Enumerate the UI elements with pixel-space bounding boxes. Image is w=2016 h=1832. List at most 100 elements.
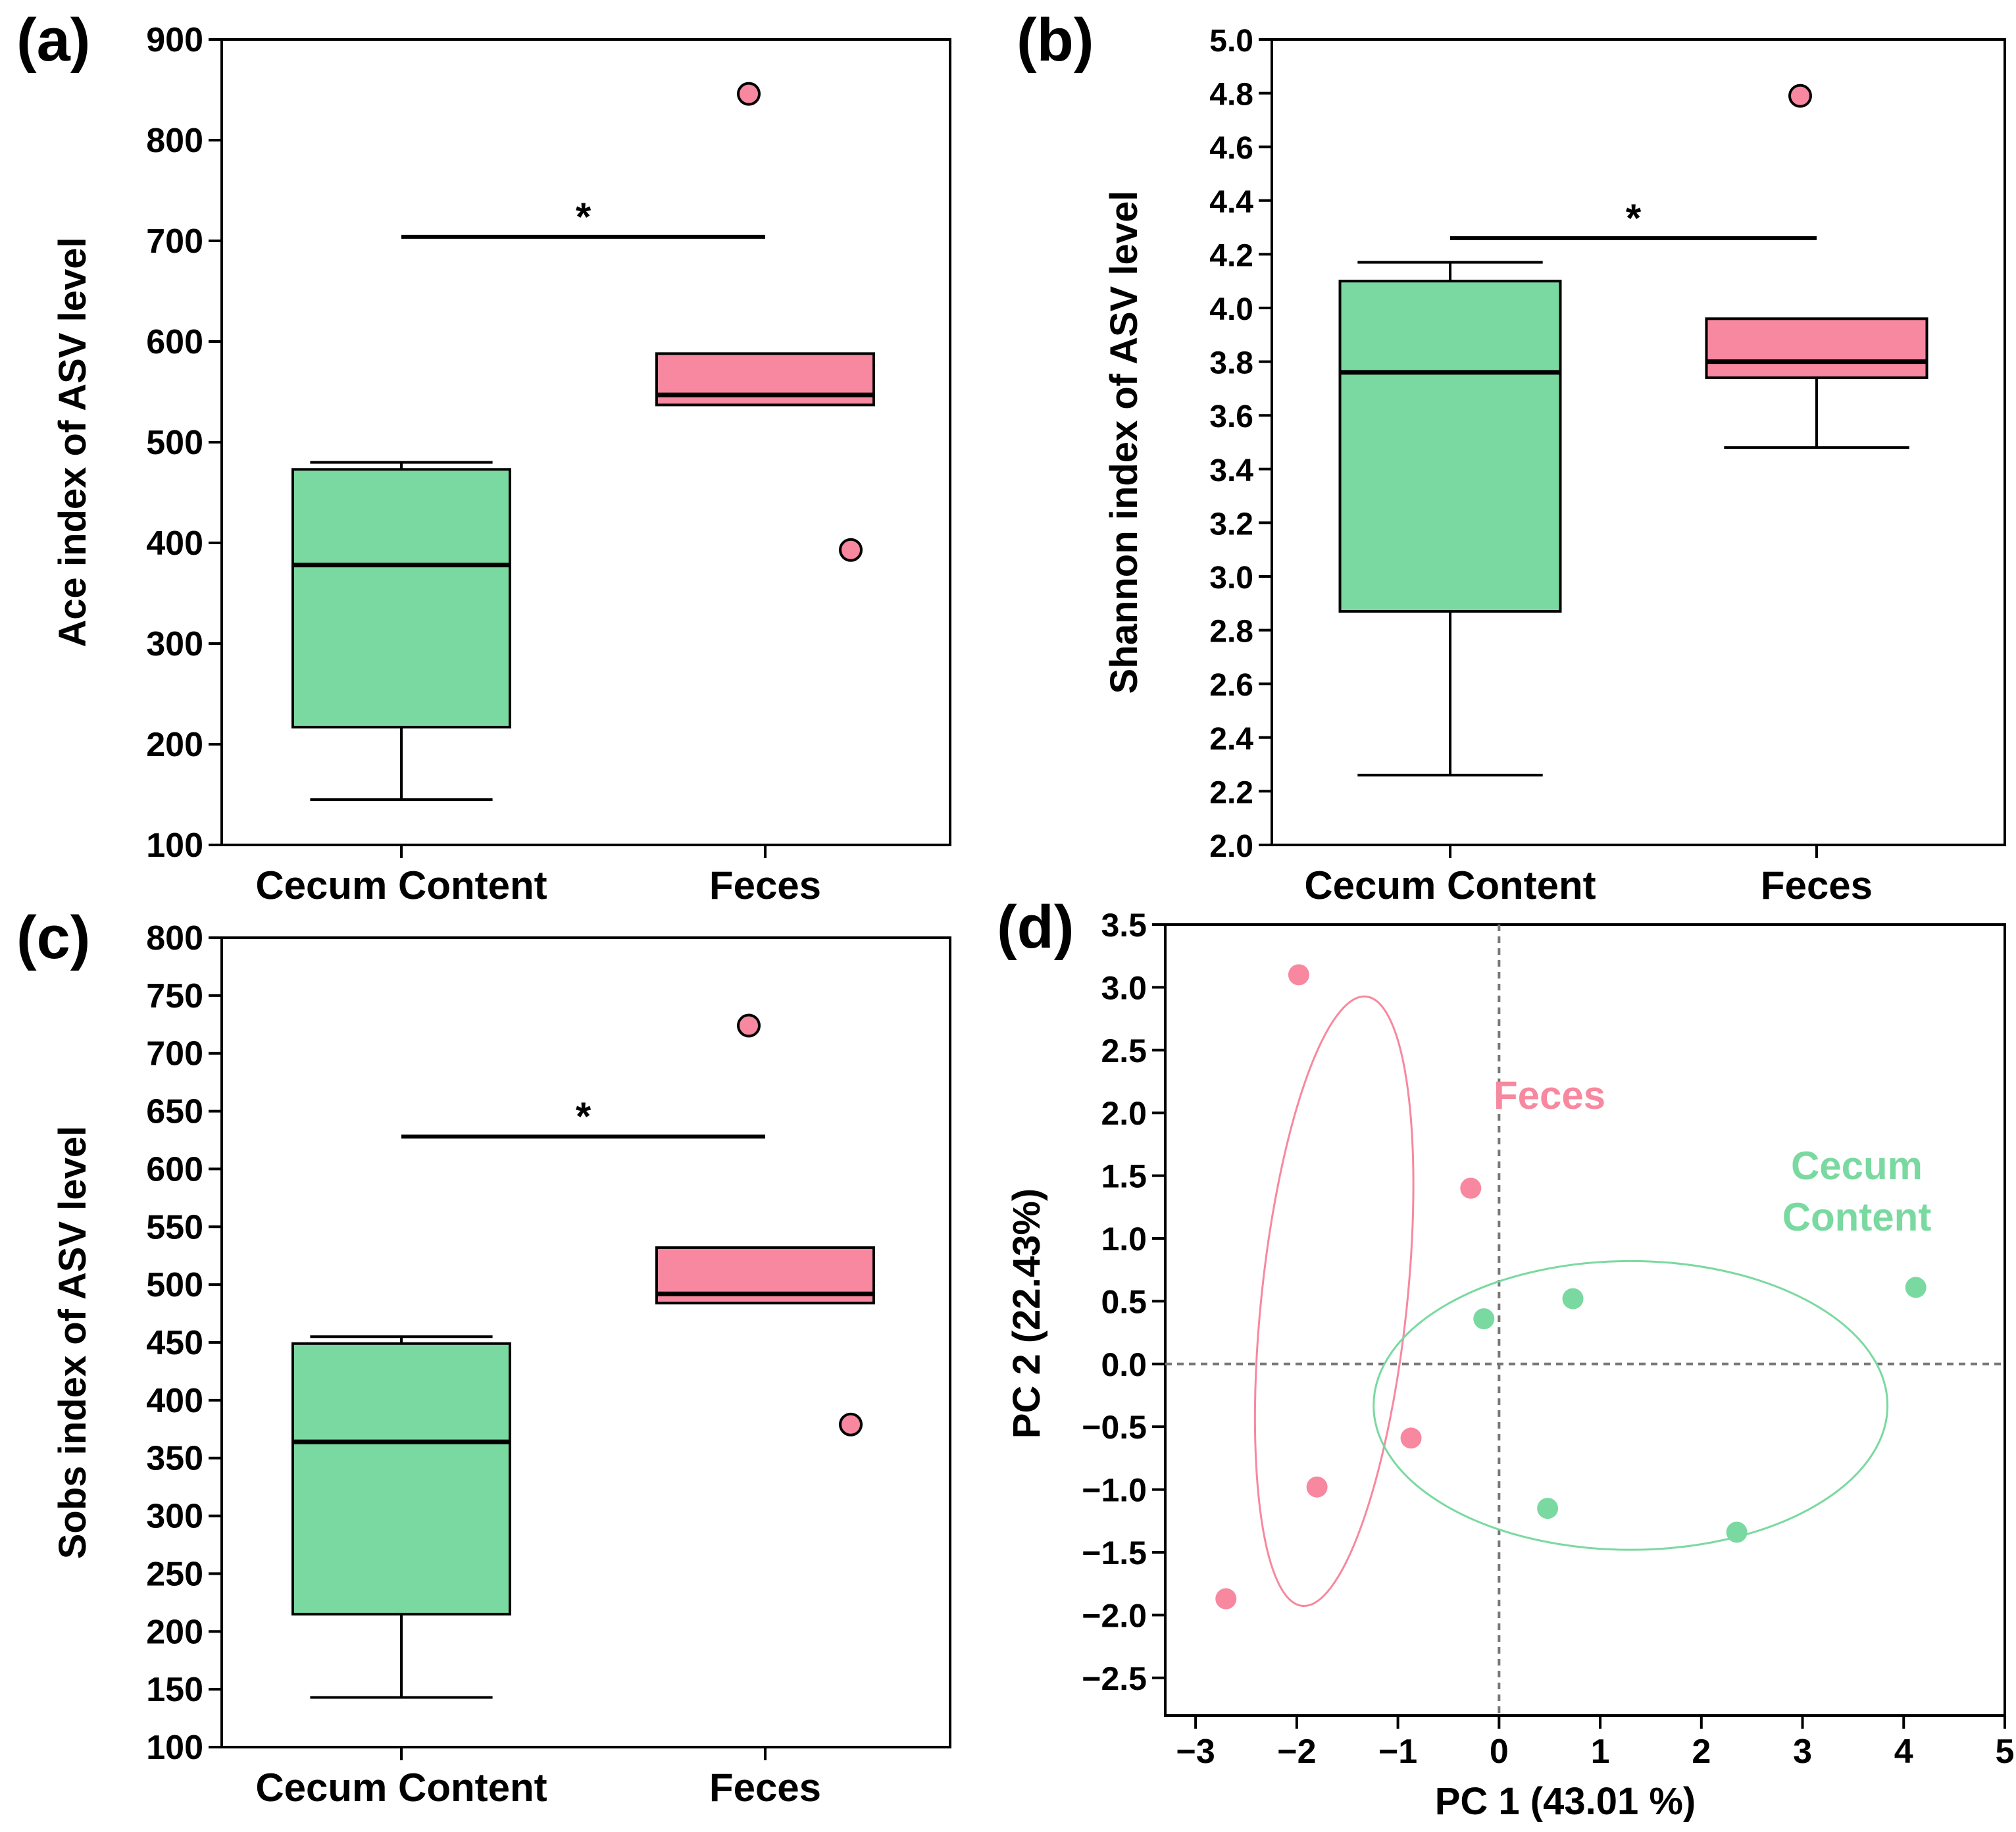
scatter-point-cecum bbox=[1905, 1277, 1927, 1298]
y-tick-label: 2.2 bbox=[1209, 775, 1253, 810]
x-axis-label: PC 1 (43.01 %) bbox=[1435, 1780, 1696, 1823]
x-category-label: Cecum Content bbox=[255, 1766, 547, 1810]
significance-star: * bbox=[576, 1094, 592, 1138]
y-tick-label: −0.5 bbox=[1082, 1409, 1147, 1446]
group-label-cecum-line2: Content bbox=[1782, 1195, 1932, 1239]
y-tick-label: 400 bbox=[146, 1382, 203, 1420]
scatter-point-cecum bbox=[1537, 1498, 1559, 1519]
scatter-point-feces bbox=[1306, 1476, 1328, 1498]
y-tick-label: 800 bbox=[146, 919, 203, 957]
scatter-point-feces bbox=[1288, 964, 1309, 986]
y-tick-label: 650 bbox=[146, 1093, 203, 1131]
y-tick-label: 100 bbox=[146, 827, 203, 865]
scatter-point-feces bbox=[1215, 1588, 1237, 1610]
y-tick-label: 4.8 bbox=[1209, 78, 1253, 113]
y-tick-label: 2.5 bbox=[1101, 1032, 1147, 1069]
x-category-label: Feces bbox=[1761, 863, 1873, 907]
group-label-feces: Feces bbox=[1494, 1073, 1605, 1117]
group-label-cecum-line1: Cecum bbox=[1791, 1144, 1923, 1188]
y-axis-label: Ace index of ASV level bbox=[51, 237, 94, 647]
outlier-point bbox=[839, 1412, 863, 1437]
y-tick-label: 3.2 bbox=[1209, 507, 1253, 542]
y-tick-label: −2.5 bbox=[1082, 1660, 1147, 1697]
box-cecum bbox=[1338, 280, 1562, 613]
x-tick-label: 2 bbox=[1692, 1733, 1711, 1771]
panel-d: −3 −2 −1 0 1 2 3 4 5 −2.5 −2.0 −1.5 −1.0 −0.5 0.0 0.5 1.… bbox=[997, 894, 2014, 1823]
y-tick-label: 300 bbox=[146, 625, 203, 663]
y-tick-label: 150 bbox=[146, 1671, 203, 1709]
y-tick-label: 4.2 bbox=[1209, 238, 1253, 273]
x-category-label: Cecum Content bbox=[1304, 863, 1596, 907]
y-tick-label: 500 bbox=[146, 424, 203, 462]
y-tick-label: 0.5 bbox=[1101, 1283, 1147, 1320]
scatter-point-cecum bbox=[1473, 1308, 1495, 1330]
panel-label: (a) bbox=[16, 7, 90, 74]
y-tick-label: 0.0 bbox=[1101, 1346, 1147, 1383]
x-tick-label: 1 bbox=[1591, 1733, 1610, 1771]
y-tick-label: 500 bbox=[146, 1266, 203, 1304]
y-tick-label: 700 bbox=[146, 1035, 203, 1073]
y-tick-label: 4.4 bbox=[1209, 185, 1253, 220]
y-tick-label: 2.0 bbox=[1101, 1095, 1147, 1132]
y-tick-label: −1.5 bbox=[1082, 1535, 1147, 1571]
confidence-ellipse-feces bbox=[1253, 995, 1415, 1608]
y-tick-label: 800 bbox=[146, 122, 203, 160]
y-tick-label: 3.6 bbox=[1209, 399, 1253, 434]
scatter-point-feces bbox=[1460, 1177, 1482, 1199]
y-tick-label: 550 bbox=[146, 1208, 203, 1246]
box-cecum bbox=[291, 468, 511, 728]
y-tick-label: −2.0 bbox=[1082, 1597, 1147, 1634]
y-tick-label: 5.0 bbox=[1209, 24, 1253, 59]
y-axis-label: PC 2 (22.43%) bbox=[1005, 1188, 1048, 1438]
significance-star: * bbox=[576, 195, 592, 239]
y-tick-label: 3.5 bbox=[1101, 907, 1147, 944]
panel-label: (b) bbox=[1017, 7, 1094, 74]
outlier-point bbox=[839, 538, 863, 562]
x-tick-label: 3 bbox=[1793, 1733, 1812, 1771]
y-tick-label: 600 bbox=[146, 1150, 203, 1188]
plot-frame-b bbox=[1271, 38, 2006, 846]
y-tick-label: 200 bbox=[146, 1613, 203, 1651]
y-tick-label: 2.0 bbox=[1209, 829, 1253, 864]
panel-label: (d) bbox=[997, 894, 1074, 961]
box-feces bbox=[655, 352, 875, 407]
x-category-label: Feces bbox=[709, 1766, 821, 1810]
box-cecum bbox=[291, 1342, 511, 1616]
x-category-label: Cecum Content bbox=[255, 863, 547, 907]
x-tick-label: 4 bbox=[1894, 1733, 1913, 1771]
y-tick-label: 350 bbox=[146, 1440, 203, 1478]
panel-b: 2.0 2.2 2.4 2.6 2.8 3.0 3.2 3.4 3.6 3.8 4.0 4.2 4.4 4… bbox=[1017, 7, 2006, 907]
x-tick-label: −2 bbox=[1277, 1733, 1316, 1771]
scatter-point-cecum bbox=[1726, 1521, 1748, 1543]
y-tick-label: 1.5 bbox=[1101, 1158, 1147, 1195]
y-tick-label: 300 bbox=[146, 1498, 203, 1536]
outlier-point bbox=[737, 82, 761, 106]
scatter-point-feces bbox=[1400, 1427, 1422, 1449]
y-tick-label: 1.0 bbox=[1101, 1221, 1147, 1258]
y-tick-label: 4.6 bbox=[1209, 131, 1253, 166]
y-tick-label: 400 bbox=[146, 524, 203, 563]
y-tick-label: 600 bbox=[146, 323, 203, 361]
y-tick-label: 2.8 bbox=[1209, 615, 1253, 649]
y-tick-label: 100 bbox=[146, 1729, 203, 1767]
y-tick-label: 200 bbox=[146, 726, 203, 764]
x-category-label: Feces bbox=[709, 863, 821, 907]
confidence-ellipse-cecum bbox=[1373, 1260, 1889, 1551]
panel-a: 100 200 300 400 500 600 700 800 900 Cecum Content… bbox=[16, 7, 951, 907]
box-feces bbox=[1705, 317, 1928, 380]
y-axis-label: Sobs index of ASV level bbox=[51, 1126, 94, 1560]
outlier-point bbox=[737, 1013, 761, 1038]
plot-frame-d bbox=[1164, 923, 2006, 1717]
x-tick-label: 0 bbox=[1490, 1733, 1509, 1771]
panel-label: (c) bbox=[16, 904, 90, 971]
y-axis-label: Shannon index of ASV level bbox=[1103, 191, 1146, 694]
y-tick-label: 900 bbox=[146, 21, 203, 59]
x-tick-label: 5 bbox=[1996, 1733, 2015, 1771]
y-tick-label: −1.0 bbox=[1082, 1472, 1147, 1509]
y-tick-label: 250 bbox=[146, 1555, 203, 1593]
y-tick-label: 3.8 bbox=[1209, 346, 1253, 381]
significance-star: * bbox=[1626, 196, 1642, 240]
y-tick-label: 4.0 bbox=[1209, 292, 1253, 327]
x-tick-label: −3 bbox=[1176, 1733, 1215, 1771]
